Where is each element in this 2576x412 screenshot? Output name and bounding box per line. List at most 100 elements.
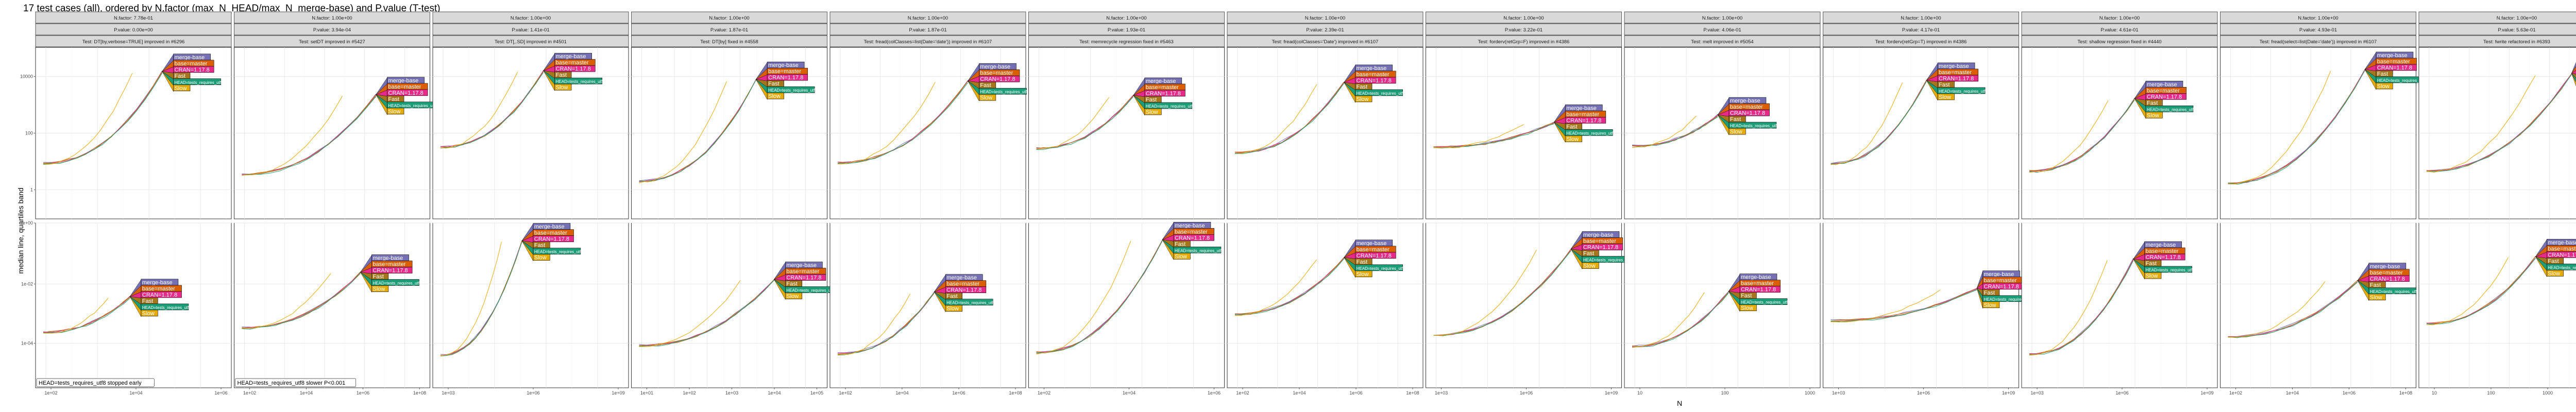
label-text: Slow [2548,270,2560,277]
x-tick-label: 10 [1637,390,1642,396]
strip-test: Test: setDT improved in #5427 [299,39,365,45]
series-label: CRAN=1.17.8 [1717,109,1770,117]
label-text: merge-base [1175,222,1205,229]
label-text: HEAD=tests_requires_utf8 [946,301,995,305]
x-tick-label: 1e+06 [1208,390,1221,396]
strip-test: Test: DT[,.SD] improved in #4501 [495,39,567,45]
strip-box [2418,23,2576,36]
label-text: Slow [1357,271,1369,278]
label-text: Slow [786,294,799,300]
label-box [371,285,389,292]
label-text: base=master [388,84,421,90]
label-box [387,108,404,115]
label-text: merge-base [534,224,565,230]
label-text: merge-base [2370,264,2400,270]
label-text: Fast [2548,258,2558,264]
label-text: Slow [1984,302,1996,308]
series-line-slow [2228,281,2326,338]
label-box [1355,264,1403,271]
label-text: HEAD=tests_requires_utf8 [142,305,191,310]
label-text: CRAN=1.17.8 [1175,235,1210,241]
series-label: Slow [934,291,962,313]
x-tick-label: 1e+02 [243,390,256,396]
label-text: Fast [388,96,399,102]
label-text: CRAN=1.17.8 [1939,76,1974,82]
label-text: merge-base [556,54,586,60]
label-text: Slow [946,306,959,312]
x-tick-label: 1e+06 [527,390,539,396]
series-label: base=master [1570,237,1623,249]
x-tick-label: 1e+01 [640,390,653,396]
label-text: HEAD=tests_requires_utf8 [1175,248,1224,253]
strip-n-factor: N.factor: 1.00e+00 [2298,15,2338,21]
label-text: Slow [388,109,401,115]
label-text: CRAN=1.17.8 [1741,287,1776,293]
x-tick-label: 1e+04 [2286,390,2299,396]
label-box [1739,304,1757,312]
series-label: base=master [1133,83,1185,96]
label-box [1982,301,2000,308]
label-box [2145,93,2187,100]
label-text: CRAN=1.17.8 [1357,253,1392,259]
series-label: Slow [2134,98,2163,119]
series-label: merge-base [968,63,1016,81]
x-tick-label: 1e+04 [1123,390,1136,396]
label-text: merge-base [1357,65,1387,72]
series-label: CRAN=1.17.8 [1553,117,1606,124]
series-label: CRAN=1.17.8 [129,291,182,299]
label-text: base=master [1175,229,1208,235]
series-line-slow [837,294,910,356]
series-label: merge-base [1570,231,1620,249]
strip-p-value: P.value: 3.94e-04 [313,27,351,33]
series-label: Slow [2357,280,2386,301]
series-line-head-tests-requires-utf8 [1831,289,1977,322]
label-text: CRAN=1.17.8 [534,236,569,243]
label-text: CRAN=1.17.8 [1984,284,2019,290]
series-label: CRAN=1.17.8 [543,65,596,73]
label-box [1565,117,1606,124]
x-tick-label: 1e+06 [214,390,227,396]
label-text: CRAN=1.17.8 [1357,78,1392,84]
series-label: base=master [2133,247,2185,260]
label-box [945,299,993,305]
strip-p-value: P.value: 4.17e-01 [1902,27,1940,33]
strip-box [234,23,430,36]
y-tick-label: 100 [25,131,33,136]
series-line-slow [2426,257,2509,325]
strip-box [2021,35,2218,47]
strip-p-value: P.value: 1.87e-01 [909,27,946,33]
label-box [533,248,581,254]
series-label: Slow [2535,256,2564,278]
x-tick-label: 1e+06 [2115,390,2128,396]
series-line-fast [242,95,377,176]
label-text: CRAN=1.17.8 [1566,117,1601,124]
label-text: Fast [373,274,384,280]
strip-box [1227,35,1423,47]
series-label: merge-base [1926,62,1975,81]
x-tick-label: 1e+03 [442,390,454,396]
series-line-fast [837,293,935,355]
series-line-merge-base [2228,280,2358,337]
x-tick-label: 1e+06 [1520,390,1533,396]
series-label: base=master [1728,280,1781,291]
panel-background [2021,222,2218,388]
label-box [2144,272,2162,279]
series-line-slow [1036,97,1110,149]
series-label: Slow [1717,114,1746,135]
series-line-cran-1-17-8 [1632,115,1718,147]
series-label: CRAN=1.17.8 [521,235,574,243]
series-line-slow [440,72,518,149]
x-axis-label: N [1677,399,1683,407]
series-line-slow [2029,100,2109,173]
label-text: base=master [946,281,979,287]
label-text: CRAN=1.17.8 [2147,94,2182,100]
series-line-base-master [1831,288,1977,321]
label-text: Slow [142,311,155,317]
series-label: merge-base [1344,239,1393,258]
label-box [785,274,826,281]
series-label: Slow [1133,95,1162,116]
strip-box [2418,11,2576,24]
series-line-head-tests-requires-utf8 [440,72,544,148]
series-label: Slow [968,81,996,101]
series-line-slow [1632,292,1705,348]
